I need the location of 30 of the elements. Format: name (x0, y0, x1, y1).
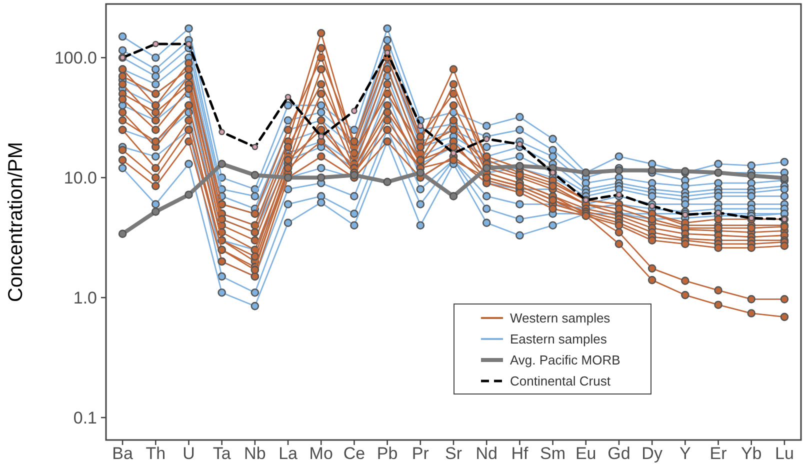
x-tick-label: Lu (774, 444, 794, 463)
x-tick-label: Sr (445, 444, 462, 463)
y-tick-label: 100.0 (54, 48, 97, 68)
x-tick-label: Nd (476, 444, 498, 463)
legend-label: Western samples (510, 310, 611, 326)
x-tick-label: Th (146, 444, 166, 463)
x-tick-label: Yb (740, 444, 762, 463)
x-tick-label: Ta (212, 444, 232, 463)
x-tick-label: Nb (244, 444, 266, 463)
y-tick-label: 0.1 (73, 408, 97, 428)
y-tick-label: 1.0 (73, 288, 97, 308)
legend-label: Eastern samples (510, 332, 608, 347)
x-tick-label: Eu (575, 444, 596, 463)
x-tick-label: Gd (608, 444, 630, 463)
y-tick-label: 10.0 (64, 168, 97, 188)
x-tick-label: Dy (642, 444, 663, 463)
x-tick-label: Pr (412, 444, 430, 463)
x-tick-label: Ce (343, 444, 366, 463)
x-tick-label: Pb (376, 444, 398, 463)
x-tick-label: Mo (309, 444, 333, 463)
x-tick-label: U (182, 444, 195, 463)
x-tick-label: La (278, 444, 298, 463)
x-tick-label: Er (710, 444, 728, 463)
x-tick-label: Ba (112, 444, 134, 463)
legend-label: Avg. Pacific MORB (510, 352, 620, 368)
x-tick-label: Sm (540, 444, 566, 463)
y-axis-title: Concentration/PM (5, 142, 27, 302)
x-tick-label: Hf (511, 444, 528, 463)
x-tick-label: Y (679, 444, 691, 463)
legend-label: Continental Crust (510, 374, 611, 389)
